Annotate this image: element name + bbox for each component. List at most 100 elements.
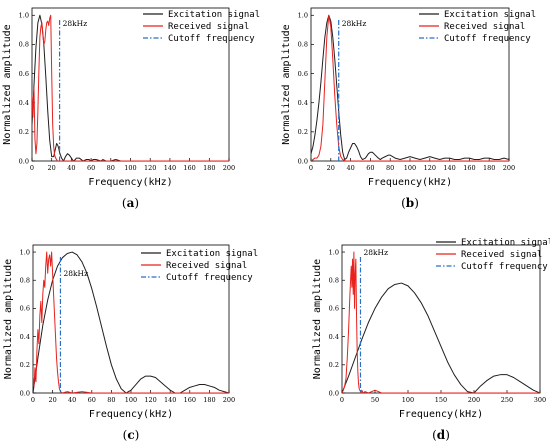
y-tick-label: 0.4	[298, 99, 308, 107]
x-tick-label: 180	[203, 396, 215, 404]
x-tick-label: 160	[184, 396, 196, 404]
x-tick-label: 120	[144, 164, 156, 172]
x-tick-label: 140	[164, 396, 176, 404]
panel-c: 0 20 40 60 80 100 120 140 160 180 200 0.0 0.2 0.4 0.6 0…	[3, 244, 258, 442]
y-tick-label: 0.0	[20, 389, 30, 397]
y-axis-label: Normalized amplitude	[3, 259, 14, 379]
x-tick-label: 250	[501, 396, 513, 404]
y-tick-label: 0.0	[298, 157, 308, 165]
series-line-received	[342, 251, 540, 393]
x-axis-label: Frequency(kHz)	[88, 177, 172, 188]
legend-label-cutoff: Cutoff frequency	[168, 34, 255, 44]
y-tick-label: 0.4	[329, 333, 339, 341]
cutoff-annotation: 28kHz	[63, 269, 88, 278]
legend-label-received: Received signal	[444, 22, 525, 32]
cutoff-annotation: 28kHz	[363, 248, 388, 257]
x-axis-label: Frequency(kHz)	[89, 409, 173, 420]
y-tick-label: 0.4	[19, 99, 29, 107]
y-axis-label: Normalized amplitude	[312, 259, 323, 379]
x-tick-label: 120	[144, 396, 156, 404]
y-tick-label: 0.2	[298, 128, 308, 136]
x-tick-label: 120	[424, 164, 436, 172]
y-tick-label: 0.6	[19, 70, 29, 78]
x-tick-label: 0	[340, 396, 344, 404]
y-tick-label: 0.0	[329, 389, 339, 397]
x-tick-label: 0	[31, 396, 35, 404]
x-tick-label: 0	[30, 164, 34, 172]
y-tick-label: 0.0	[19, 157, 29, 165]
y-tick-label: 0.4	[20, 333, 30, 341]
series-line-received	[33, 251, 229, 393]
y-tick-label: 0.2	[19, 128, 29, 136]
panel-caption: (c)	[123, 428, 140, 442]
x-tick-label: 20	[48, 396, 56, 404]
legend-label-cutoff: Cutoff frequency	[461, 262, 548, 272]
legend-label-cutoff: Cutoff frequency	[444, 34, 531, 44]
x-tick-label: 80	[386, 164, 394, 172]
cutoff-annotation: 28kHz	[63, 19, 88, 28]
x-tick-label: 60	[88, 396, 96, 404]
y-tick-label: 0.2	[20, 361, 30, 369]
y-tick-label: 0.8	[20, 277, 30, 285]
x-tick-label: 140	[443, 164, 455, 172]
x-tick-label: 60	[87, 164, 95, 172]
y-tick-label: 0.2	[329, 361, 339, 369]
legend-label-excitation: Excitation signal	[166, 249, 258, 259]
legend-label-cutoff: Cutoff frequency	[166, 273, 253, 283]
y-axis-label: Normalized amplitude	[2, 24, 13, 144]
y-tick-label: 0.6	[298, 70, 308, 78]
y-tick-label: 0.8	[329, 277, 339, 285]
x-tick-label: 40	[67, 164, 75, 172]
x-tick-label: 160	[463, 164, 475, 172]
legend-label-excitation: Excitation signal	[444, 10, 536, 20]
legend-label-received: Received signal	[461, 250, 542, 260]
series-line-received	[311, 14, 509, 161]
x-tick-label: 180	[203, 164, 215, 172]
panel-caption: (b)	[401, 196, 419, 210]
x-tick-label: 40	[68, 396, 76, 404]
legend-label-excitation: Excitation signal	[461, 238, 550, 248]
x-tick-label: 50	[371, 396, 379, 404]
y-tick-label: 1.0	[329, 248, 339, 256]
legend-label-received: Received signal	[168, 22, 249, 32]
y-axis-label: Normalized amplitude	[281, 24, 292, 144]
x-tick-label: 300	[534, 396, 546, 404]
x-tick-label: 100	[402, 396, 414, 404]
panel-caption: (a)	[122, 196, 139, 210]
x-tick-label: 100	[404, 164, 416, 172]
x-tick-label: 160	[183, 164, 195, 172]
y-tick-label: 1.0	[298, 12, 308, 20]
y-tick-label: 0.8	[298, 41, 308, 49]
x-tick-label: 100	[124, 164, 136, 172]
x-tick-label: 200	[503, 164, 515, 172]
x-tick-label: 20	[48, 164, 56, 172]
x-tick-label: 80	[107, 164, 115, 172]
legend-label-excitation: Excitation signal	[168, 10, 260, 20]
x-tick-label: 200	[223, 396, 235, 404]
panel-caption: (d)	[432, 428, 450, 442]
y-tick-label: 1.0	[20, 248, 30, 256]
series-line-excitation	[342, 282, 540, 393]
series-line-excitation	[33, 251, 229, 393]
y-tick-label: 0.6	[329, 305, 339, 313]
y-tick-label: 1.0	[19, 12, 29, 20]
cutoff-annotation: 28kHz	[342, 19, 367, 28]
x-tick-label: 180	[483, 164, 495, 172]
x-tick-label: 0	[309, 164, 313, 172]
x-tick-label: 200	[468, 396, 480, 404]
x-tick-label: 140	[164, 164, 176, 172]
x-tick-label: 20	[327, 164, 335, 172]
x-tick-label: 80	[107, 396, 115, 404]
series-line-received	[32, 14, 229, 161]
y-tick-label: 0.6	[20, 305, 30, 313]
x-tick-label: 150	[435, 396, 447, 404]
legend-label-received: Received signal	[166, 261, 247, 271]
x-tick-label: 100	[125, 396, 137, 404]
x-tick-label: 200	[223, 164, 235, 172]
series-line-excitation	[311, 14, 509, 161]
panel-a: 0 20 40 60 80 100 120 140 160 180 200 0.0 0.2 0.4 0.6 0…	[2, 7, 260, 210]
panel-d: 0 50 100 150 200 250 300 0.0 0.2 0.4 0.6 0.8 1.0 Freq…	[312, 238, 550, 442]
series-line-excitation	[32, 14, 229, 161]
x-axis-label: Frequency(kHz)	[368, 177, 452, 188]
